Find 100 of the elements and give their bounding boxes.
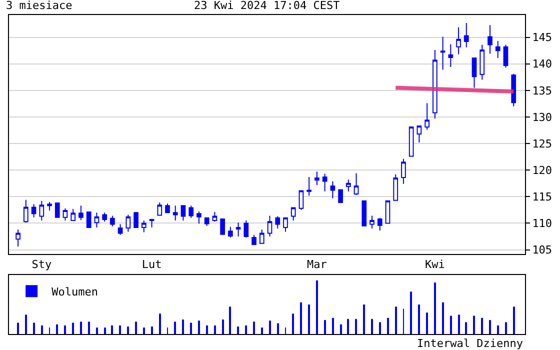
candlestick [283, 217, 288, 232]
candlestick [377, 217, 382, 232]
y-tick-label: 140 [532, 58, 552, 71]
bar [481, 318, 483, 334]
bar [151, 326, 153, 334]
candlestick [267, 215, 272, 237]
candlestick [180, 204, 186, 222]
bar [308, 304, 310, 334]
bar [206, 325, 208, 334]
bar [316, 280, 318, 334]
candlestick [141, 220, 146, 233]
bar [237, 326, 239, 334]
bar [458, 314, 460, 334]
bar [387, 318, 389, 334]
bar [434, 282, 436, 334]
bar [489, 320, 491, 334]
bar [229, 306, 231, 334]
bar [33, 322, 35, 334]
bar [245, 325, 247, 334]
candlestick [110, 215, 115, 227]
bar [426, 312, 428, 334]
x-tick-label: Lut [142, 258, 162, 272]
bar [465, 322, 467, 334]
bar [72, 322, 74, 334]
candlestick [134, 212, 138, 228]
bar [371, 318, 373, 334]
chart-title: 3 miesiace [6, 0, 72, 12]
candlestick [212, 212, 218, 222]
candlestick [456, 26, 461, 55]
bar [159, 314, 161, 334]
candlestick [165, 203, 170, 214]
bar [277, 323, 279, 334]
bar [96, 328, 98, 334]
candlestick [480, 44, 485, 80]
bar [513, 306, 515, 334]
bar [17, 322, 19, 334]
bar [292, 314, 294, 334]
candlestick [488, 24, 492, 54]
bar [410, 292, 412, 334]
candlestick [448, 44, 454, 68]
candlestick [204, 217, 210, 226]
bar [379, 322, 381, 334]
candlestick [393, 174, 398, 201]
bar [88, 322, 90, 334]
bar [198, 320, 200, 334]
candlestick [298, 190, 304, 210]
bar [41, 325, 43, 334]
candlestick [503, 44, 508, 68]
candlestick [290, 207, 296, 222]
bar [135, 322, 137, 334]
candlestick [118, 224, 123, 236]
text: 23 Kwi 2024 17:04 CEST [194, 0, 340, 12]
candlestick [220, 218, 225, 236]
y-tick-label: 125 [532, 137, 552, 150]
candlestick [172, 205, 178, 222]
candlestick [244, 220, 249, 238]
candlestick [362, 200, 367, 226]
bar [395, 306, 397, 334]
candlestick [16, 229, 20, 248]
candlestick [432, 50, 438, 120]
bar [104, 328, 106, 334]
candlestick [31, 204, 36, 218]
candlestick [306, 176, 312, 196]
candlestick [149, 218, 154, 228]
bar [450, 316, 452, 334]
bar [363, 304, 365, 334]
candlestick [346, 179, 351, 192]
candlestick [70, 208, 76, 222]
candlestick [188, 205, 194, 218]
bar [174, 322, 176, 334]
candlestick [86, 212, 92, 228]
bar [143, 328, 145, 334]
candlestick [464, 22, 469, 48]
bar [418, 304, 420, 334]
candlestick [126, 214, 131, 232]
candlestick [401, 158, 406, 184]
bar [80, 322, 82, 334]
bar [324, 320, 326, 334]
y-tick-label: 135 [532, 84, 552, 98]
candlestick [275, 216, 280, 230]
bar [332, 318, 334, 334]
bar [473, 316, 475, 334]
bar [25, 314, 27, 334]
bar [190, 322, 192, 334]
candlestick [196, 211, 202, 224]
y-tick-label: 110 [532, 217, 552, 230]
x-tick-label: Kwi [425, 258, 445, 272]
candlestick [416, 124, 422, 143]
bar [355, 318, 357, 334]
bar [182, 320, 184, 334]
candlestick [385, 200, 390, 224]
candlestick [511, 73, 516, 107]
candlestick [102, 212, 107, 222]
candlestick [424, 102, 430, 130]
candlestick [62, 208, 68, 222]
candlestick [78, 205, 84, 221]
y-tick-label: 145 [532, 31, 552, 44]
candlestick [236, 222, 241, 237]
bar [269, 320, 271, 334]
bar [214, 325, 216, 334]
